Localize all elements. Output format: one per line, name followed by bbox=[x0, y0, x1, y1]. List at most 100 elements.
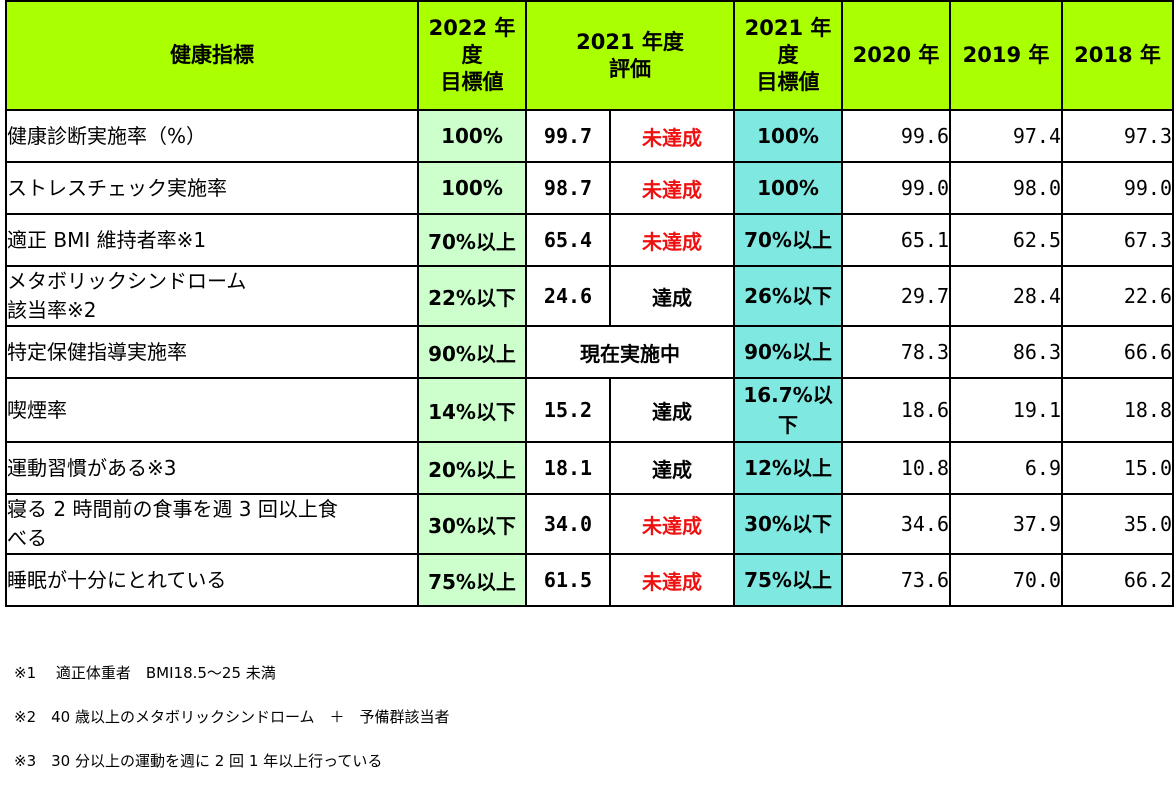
row-label-line: 運動習慣がある※3 bbox=[7, 455, 177, 480]
row-label-line: 適正 BMI 維持者率※1 bbox=[7, 227, 207, 252]
footnote-2: ※2 40 歳以上のメタボリックシンドローム ＋ 予備群該当者 bbox=[14, 708, 450, 726]
eval-2021-cell: 達成 bbox=[608, 441, 736, 495]
target-2021-line: 100% bbox=[757, 124, 819, 148]
table-row: ストレスチェック実施率 100% 98.7 未達成 100% 99.0 98.0… bbox=[5, 161, 1175, 215]
row-label: 健康診断実施率（%） bbox=[5, 109, 419, 163]
header-2018: 2018 年 bbox=[1061, 0, 1175, 111]
table-row: 健康診断実施率（%） 100% 99.7 未達成 100% 99.6 97.4 … bbox=[5, 109, 1175, 163]
header-2020: 2020 年 bbox=[841, 0, 952, 111]
eval-2021-cell: 未達成 bbox=[608, 161, 736, 215]
target-2021-cell: 30%以下 bbox=[733, 493, 844, 555]
target-2021-cell: 90%以上 bbox=[733, 325, 844, 379]
row-label-line: 喫煙率 bbox=[7, 397, 67, 422]
header-eval-2021-line1: 2021 年度 bbox=[576, 29, 684, 54]
header-target-2021-line3: 目標値 bbox=[756, 70, 820, 94]
value-2018-cell: 66.2 bbox=[1061, 553, 1175, 607]
target-2021-line: 12%以上 bbox=[744, 456, 832, 480]
footnotes: ※1 適正体重者 BMI18.5～25 未満 ※2 40 歳以上のメタボリックシ… bbox=[14, 662, 450, 794]
target-2021-line: 16.7%以 bbox=[743, 383, 833, 407]
value-2021-cell: 24.6 bbox=[525, 265, 611, 327]
eval-2021-cell: 未達成 bbox=[608, 553, 736, 607]
row-label: 喫煙率 bbox=[5, 377, 419, 443]
value-2019-cell: 70.0 bbox=[949, 553, 1064, 607]
value-2018-cell: 97.3 bbox=[1061, 109, 1175, 163]
header-row: 健康指標 2022 年 度 目標値 2021 年度 評価 2021 年 度 目標… bbox=[5, 0, 1175, 111]
table-row: 特定保健指導実施率 90%以上 現在実施中 90%以上 78.3 86.3 66… bbox=[5, 325, 1175, 379]
eval-2021-cell: 未達成 bbox=[608, 493, 736, 555]
value-2020-cell: 34.6 bbox=[841, 493, 952, 555]
header-target-2022-line3: 目標値 bbox=[440, 70, 504, 94]
target-2022-cell: 30%以下 bbox=[417, 493, 527, 555]
row-label: 適正 BMI 維持者率※1 bbox=[5, 213, 419, 267]
row-label-line: 健康診断実施率（%） bbox=[7, 123, 207, 148]
eval-2021-cell: 未達成 bbox=[608, 213, 736, 267]
target-2021-line: 70%以上 bbox=[744, 228, 832, 252]
value-2020-cell: 99.6 bbox=[841, 109, 952, 163]
table-row: 喫煙率 14%以下 15.2 達成 16.7%以 下 18.6 19.1 18.… bbox=[5, 377, 1175, 443]
value-2021-cell: 34.0 bbox=[525, 493, 611, 555]
value-2019-cell: 97.4 bbox=[949, 109, 1064, 163]
value-2018-cell: 67.3 bbox=[1061, 213, 1175, 267]
target-2021-cell: 26%以下 bbox=[733, 265, 844, 327]
header-target-2022: 2022 年 度 目標値 bbox=[417, 0, 527, 111]
header-2019: 2019 年 bbox=[949, 0, 1064, 111]
target-2022-cell: 20%以上 bbox=[417, 441, 527, 495]
target-2021-line: 90%以上 bbox=[744, 340, 832, 364]
value-2021-cell: 18.1 bbox=[525, 441, 611, 495]
value-2020-cell: 73.6 bbox=[841, 553, 952, 607]
footnote-1: ※1 適正体重者 BMI18.5～25 未満 bbox=[14, 664, 276, 682]
header-target-2022-line2: 度 bbox=[461, 43, 483, 67]
target-2021-line: 26%以下 bbox=[744, 284, 832, 308]
value-2021-cell: 65.4 bbox=[525, 213, 611, 267]
target-2021-cell: 70%以上 bbox=[733, 213, 844, 267]
value-2020-cell: 78.3 bbox=[841, 325, 952, 379]
health-indicator-table: 健康指標 2022 年 度 目標値 2021 年度 評価 2021 年 度 目標… bbox=[5, 0, 1175, 607]
status-2021-cell: 現在実施中 bbox=[524, 325, 736, 379]
value-2018-cell: 18.8 bbox=[1061, 377, 1175, 443]
value-2019-cell: 19.1 bbox=[949, 377, 1064, 443]
value-2019-cell: 62.5 bbox=[949, 213, 1064, 267]
header-eval-2021-line2: 評価 bbox=[609, 56, 651, 81]
header-target-2021: 2021 年 度 目標値 bbox=[733, 0, 844, 111]
target-2021-line: 100% bbox=[757, 176, 819, 200]
header-eval-2021: 2021 年度 評価 bbox=[524, 0, 736, 111]
eval-2021-cell: 達成 bbox=[608, 265, 736, 327]
target-2021-line: 30%以下 bbox=[744, 512, 832, 536]
row-label: 運動習慣がある※3 bbox=[5, 441, 419, 495]
header-target-2022-line1: 2022 年 bbox=[428, 16, 516, 40]
row-label-line: メタボリックシンドローム bbox=[7, 269, 247, 293]
target-2022-cell: 14%以下 bbox=[417, 377, 527, 443]
target-2022-cell: 70%以上 bbox=[417, 213, 527, 267]
value-2020-cell: 10.8 bbox=[841, 441, 952, 495]
row-label: 寝る 2 時間前の食事を週 3 回以上食 べる bbox=[5, 493, 419, 555]
table-row: 運動習慣がある※3 20%以上 18.1 達成 12%以上 10.8 6.9 1… bbox=[5, 441, 1175, 495]
value-2019-cell: 86.3 bbox=[949, 325, 1064, 379]
row-label-line: 睡眠が十分にとれている bbox=[7, 567, 227, 592]
eval-2021-cell: 達成 bbox=[608, 377, 736, 443]
target-2021-cell: 16.7%以 下 bbox=[733, 377, 844, 443]
row-label: ストレスチェック実施率 bbox=[5, 161, 419, 215]
target-2021-line: 下 bbox=[778, 413, 799, 437]
value-2020-cell: 18.6 bbox=[841, 377, 952, 443]
value-2018-cell: 99.0 bbox=[1061, 161, 1175, 215]
value-2019-cell: 6.9 bbox=[949, 441, 1064, 495]
header-target-2021-line2: 度 bbox=[777, 43, 799, 67]
row-label: メタボリックシンドローム 該当率※2 bbox=[5, 265, 419, 327]
table-row: 睡眠が十分にとれている 75%以上 61.5 未達成 75%以上 73.6 70… bbox=[5, 553, 1175, 607]
row-label-line: べる bbox=[7, 526, 47, 550]
row-label-line: 特定保健指導実施率 bbox=[7, 339, 187, 364]
value-2021-cell: 99.7 bbox=[525, 109, 611, 163]
value-2019-cell: 98.0 bbox=[949, 161, 1064, 215]
target-2022-cell: 22%以下 bbox=[417, 265, 527, 327]
eval-2021-cell: 未達成 bbox=[608, 109, 736, 163]
table-row: メタボリックシンドローム 該当率※2 22%以下 24.6 達成 26%以下 2… bbox=[5, 265, 1175, 327]
target-2021-cell: 75%以上 bbox=[733, 553, 844, 607]
footnote-3: ※3 30 分以上の運動を週に 2 回 1 年以上行っている bbox=[14, 752, 383, 770]
value-2018-cell: 22.6 bbox=[1061, 265, 1175, 327]
value-2021-cell: 15.2 bbox=[525, 377, 611, 443]
value-2018-cell: 35.0 bbox=[1061, 493, 1175, 555]
table-row: 適正 BMI 維持者率※1 70%以上 65.4 未達成 70%以上 65.1 … bbox=[5, 213, 1175, 267]
target-2021-cell: 100% bbox=[733, 161, 844, 215]
target-2021-cell: 100% bbox=[733, 109, 844, 163]
target-2022-cell: 100% bbox=[417, 109, 527, 163]
